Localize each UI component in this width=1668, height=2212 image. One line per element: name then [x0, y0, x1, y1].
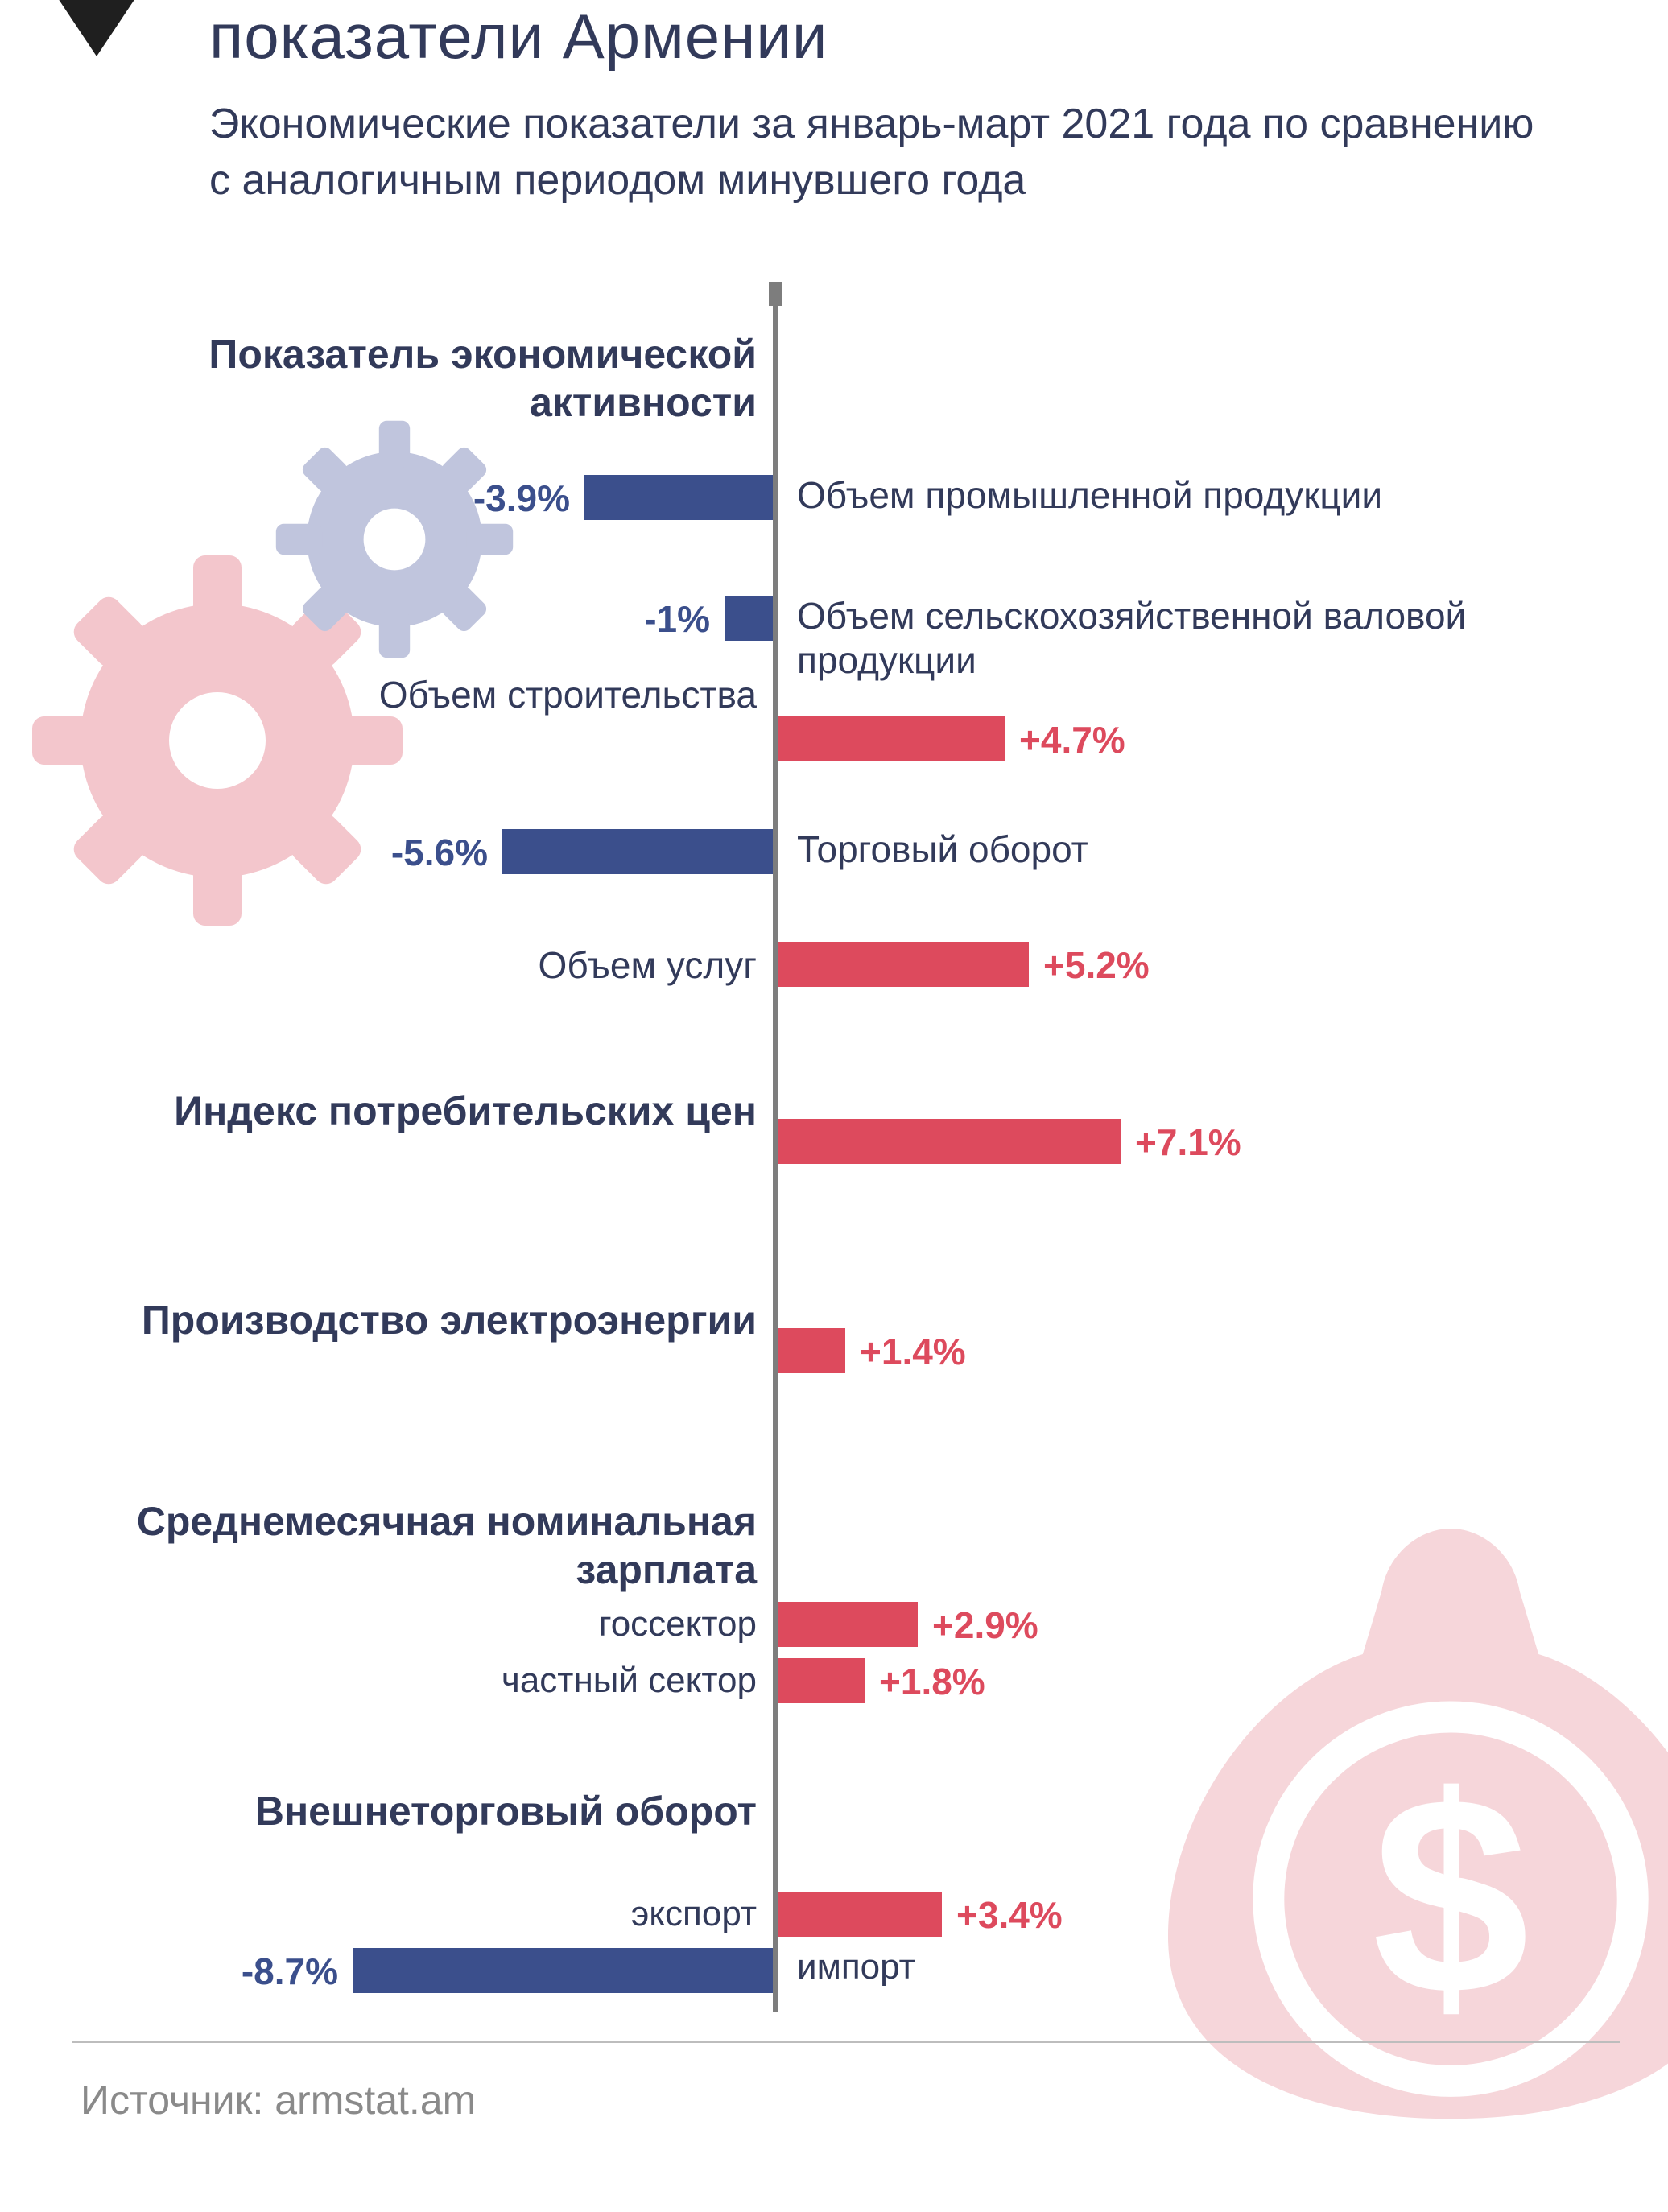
bar-value: +2.9%: [932, 1603, 1038, 1647]
page: показатели Армении Экономические показат…: [0, 0, 1668, 2212]
axis-tick: [769, 282, 782, 306]
bar-value: +1.4%: [860, 1330, 966, 1373]
group-header: Индекс потребительских цен: [174, 1087, 757, 1135]
bar-value: -1%: [644, 597, 710, 641]
source-text: Источник: armstat.am: [81, 2077, 476, 2123]
bar-value: +4.7%: [1019, 718, 1125, 761]
row-label-right: Торговый оборот: [797, 827, 1088, 872]
bar-value: -3.9%: [473, 477, 570, 520]
bar-positive: [778, 1658, 865, 1703]
group-header: Производство электроэнергии: [142, 1296, 757, 1344]
group-header: Среднемесячная номинальная зарплата: [0, 1497, 757, 1594]
row-label-left: частный сектор: [502, 1660, 757, 1702]
bar-negative: [353, 1948, 773, 1993]
row-label-right: Объем промышленной продукции: [797, 473, 1382, 518]
bar-positive: [778, 1328, 845, 1373]
bar-positive: [778, 1602, 918, 1647]
row-label-right: Объем сельскохозяйственной валовой проду…: [797, 594, 1602, 683]
diverging-bar-chart: $ Показатель экономической активности-3.…: [0, 306, 1668, 2012]
gear-icon: [266, 411, 523, 668]
footer-rule: [72, 2041, 1620, 2043]
group-header: Показатель экономической активности: [0, 330, 757, 427]
bar-value: -8.7%: [242, 1950, 338, 1993]
page-subtitle: Экономические показатели за январь-март …: [209, 96, 1538, 208]
dollar-bag-icon: $: [1137, 1497, 1668, 2125]
bar-positive: [778, 942, 1029, 987]
page-title: показатели Армении: [209, 0, 1620, 73]
bar-value: +5.2%: [1043, 943, 1150, 987]
bar-value: -5.6%: [391, 831, 488, 874]
bar-value: +1.8%: [879, 1660, 985, 1703]
header: показатели Армении Экономические показат…: [0, 0, 1668, 208]
group-header: Внешнеторговый оборот: [255, 1787, 757, 1835]
bar-value: +7.1%: [1135, 1120, 1241, 1164]
row-label-right: импорт: [797, 1946, 915, 1989]
row-label-left: Объем услуг: [539, 943, 757, 988]
row-label-left: Объем строительства: [379, 673, 757, 717]
row-label-left: госсектор: [599, 1603, 757, 1646]
bar-positive: [778, 1119, 1121, 1164]
bar-negative: [502, 829, 773, 874]
bar-positive: [778, 1892, 942, 1937]
bar-positive: [778, 716, 1005, 761]
bar-value: +3.4%: [956, 1893, 1063, 1937]
row-label-left: экспорт: [631, 1893, 757, 1936]
svg-text:$: $: [1372, 1738, 1529, 2053]
bar-negative: [584, 475, 773, 520]
bar-negative: [725, 596, 773, 641]
